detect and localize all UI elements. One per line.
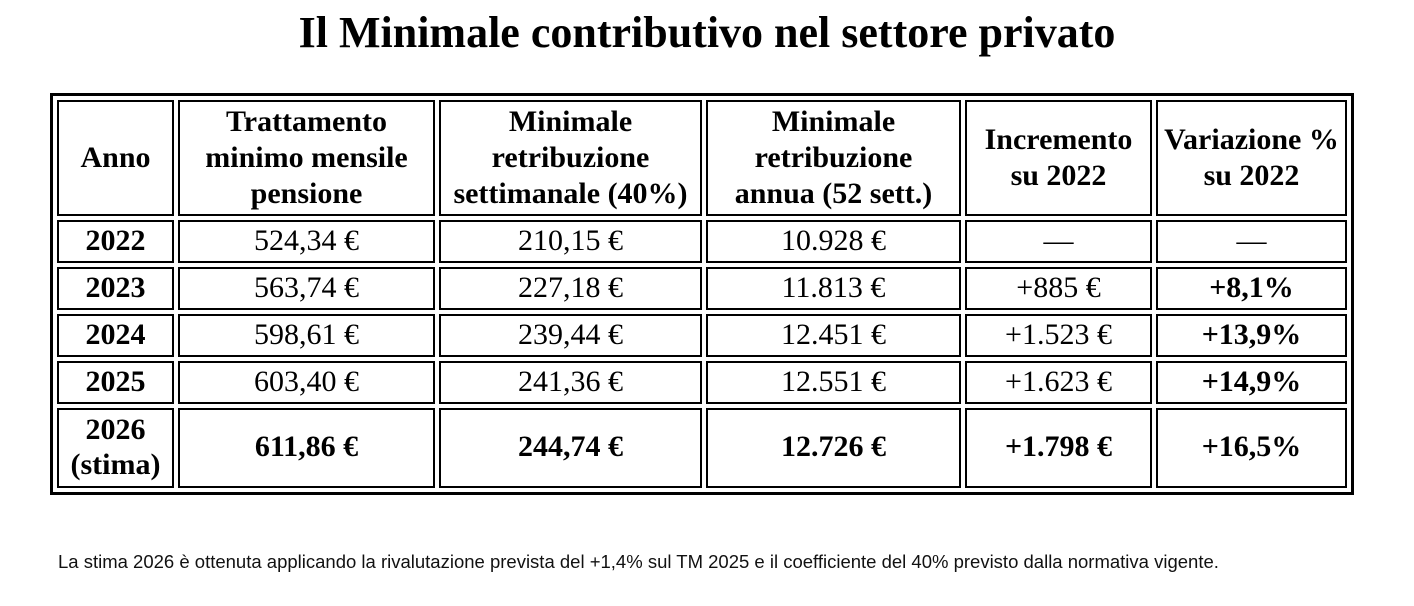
minimale-contributivo-table: Anno Trattamento minimo mensile pensione… — [50, 92, 1354, 495]
incremento-cell: +1.523 € — [965, 313, 1152, 357]
annuo-cell: 12.551 € — [706, 360, 961, 404]
year-cell: 2026 (stima) — [57, 407, 174, 488]
variazione-cell: +16,5% — [1156, 407, 1347, 488]
col-header-trattamento-minimo: Trattamento minimo mensile pensione — [178, 99, 435, 216]
year-cell: 2025 — [57, 360, 174, 404]
variazione-cell: +13,9% — [1156, 313, 1347, 357]
variazione-cell: — — [1156, 219, 1347, 263]
page: Il Minimale contributivo nel settore pri… — [0, 8, 1414, 606]
year-cell: 2022 — [57, 219, 174, 263]
settimanale-cell: 239,44 € — [439, 313, 702, 357]
variazione-cell: +8,1% — [1156, 266, 1347, 310]
settimanale-cell: 244,74 € — [439, 407, 702, 488]
incremento-cell: — — [965, 219, 1152, 263]
table-row-2024: 2024 598,61 € 239,44 € 12.451 € +1.523 €… — [57, 313, 1347, 357]
settimanale-cell: 241,36 € — [439, 360, 702, 404]
year-cell: 2023 — [57, 266, 174, 310]
annuo-cell: 12.451 € — [706, 313, 961, 357]
trattamento-cell: 611,86 € — [178, 407, 435, 488]
table-row-2022: 2022 524,34 € 210,15 € 10.928 € — — — [57, 219, 1347, 263]
table-header-row: Anno Trattamento minimo mensile pensione… — [57, 99, 1347, 216]
page-title: Il Minimale contributivo nel settore pri… — [298, 8, 1116, 57]
footnote: La stima 2026 è ottenuta applicando la r… — [58, 551, 1219, 572]
incremento-cell: +1.623 € — [965, 360, 1152, 404]
trattamento-cell: 598,61 € — [178, 313, 435, 357]
incremento-cell: +885 € — [965, 266, 1152, 310]
annuo-cell: 11.813 € — [706, 266, 961, 310]
annuo-cell: 10.928 € — [706, 219, 961, 263]
col-header-minimale-settimanale: Minimale retribuzione settimanale (40%) — [439, 99, 702, 216]
table-row-2026-stima: 2026 (stima) 611,86 € 244,74 € 12.726 € … — [57, 407, 1347, 488]
table-row-2023: 2023 563,74 € 227,18 € 11.813 € +885 € +… — [57, 266, 1347, 310]
trattamento-cell: 563,74 € — [178, 266, 435, 310]
settimanale-cell: 210,15 € — [439, 219, 702, 263]
col-header-anno: Anno — [57, 99, 174, 216]
settimanale-cell: 227,18 € — [439, 266, 702, 310]
col-header-incremento: Incremento su 2022 — [965, 99, 1152, 216]
trattamento-cell: 603,40 € — [178, 360, 435, 404]
year-cell: 2024 — [57, 313, 174, 357]
incremento-cell: +1.798 € — [965, 407, 1152, 488]
table-row-2025: 2025 603,40 € 241,36 € 12.551 € +1.623 €… — [57, 360, 1347, 404]
variazione-cell: +14,9% — [1156, 360, 1347, 404]
col-header-variazione: Variazione % su 2022 — [1156, 99, 1347, 216]
annuo-cell: 12.726 € — [706, 407, 961, 488]
col-header-minimale-annuo: Minimale retribuzione annua (52 sett.) — [706, 99, 961, 216]
trattamento-cell: 524,34 € — [178, 219, 435, 263]
